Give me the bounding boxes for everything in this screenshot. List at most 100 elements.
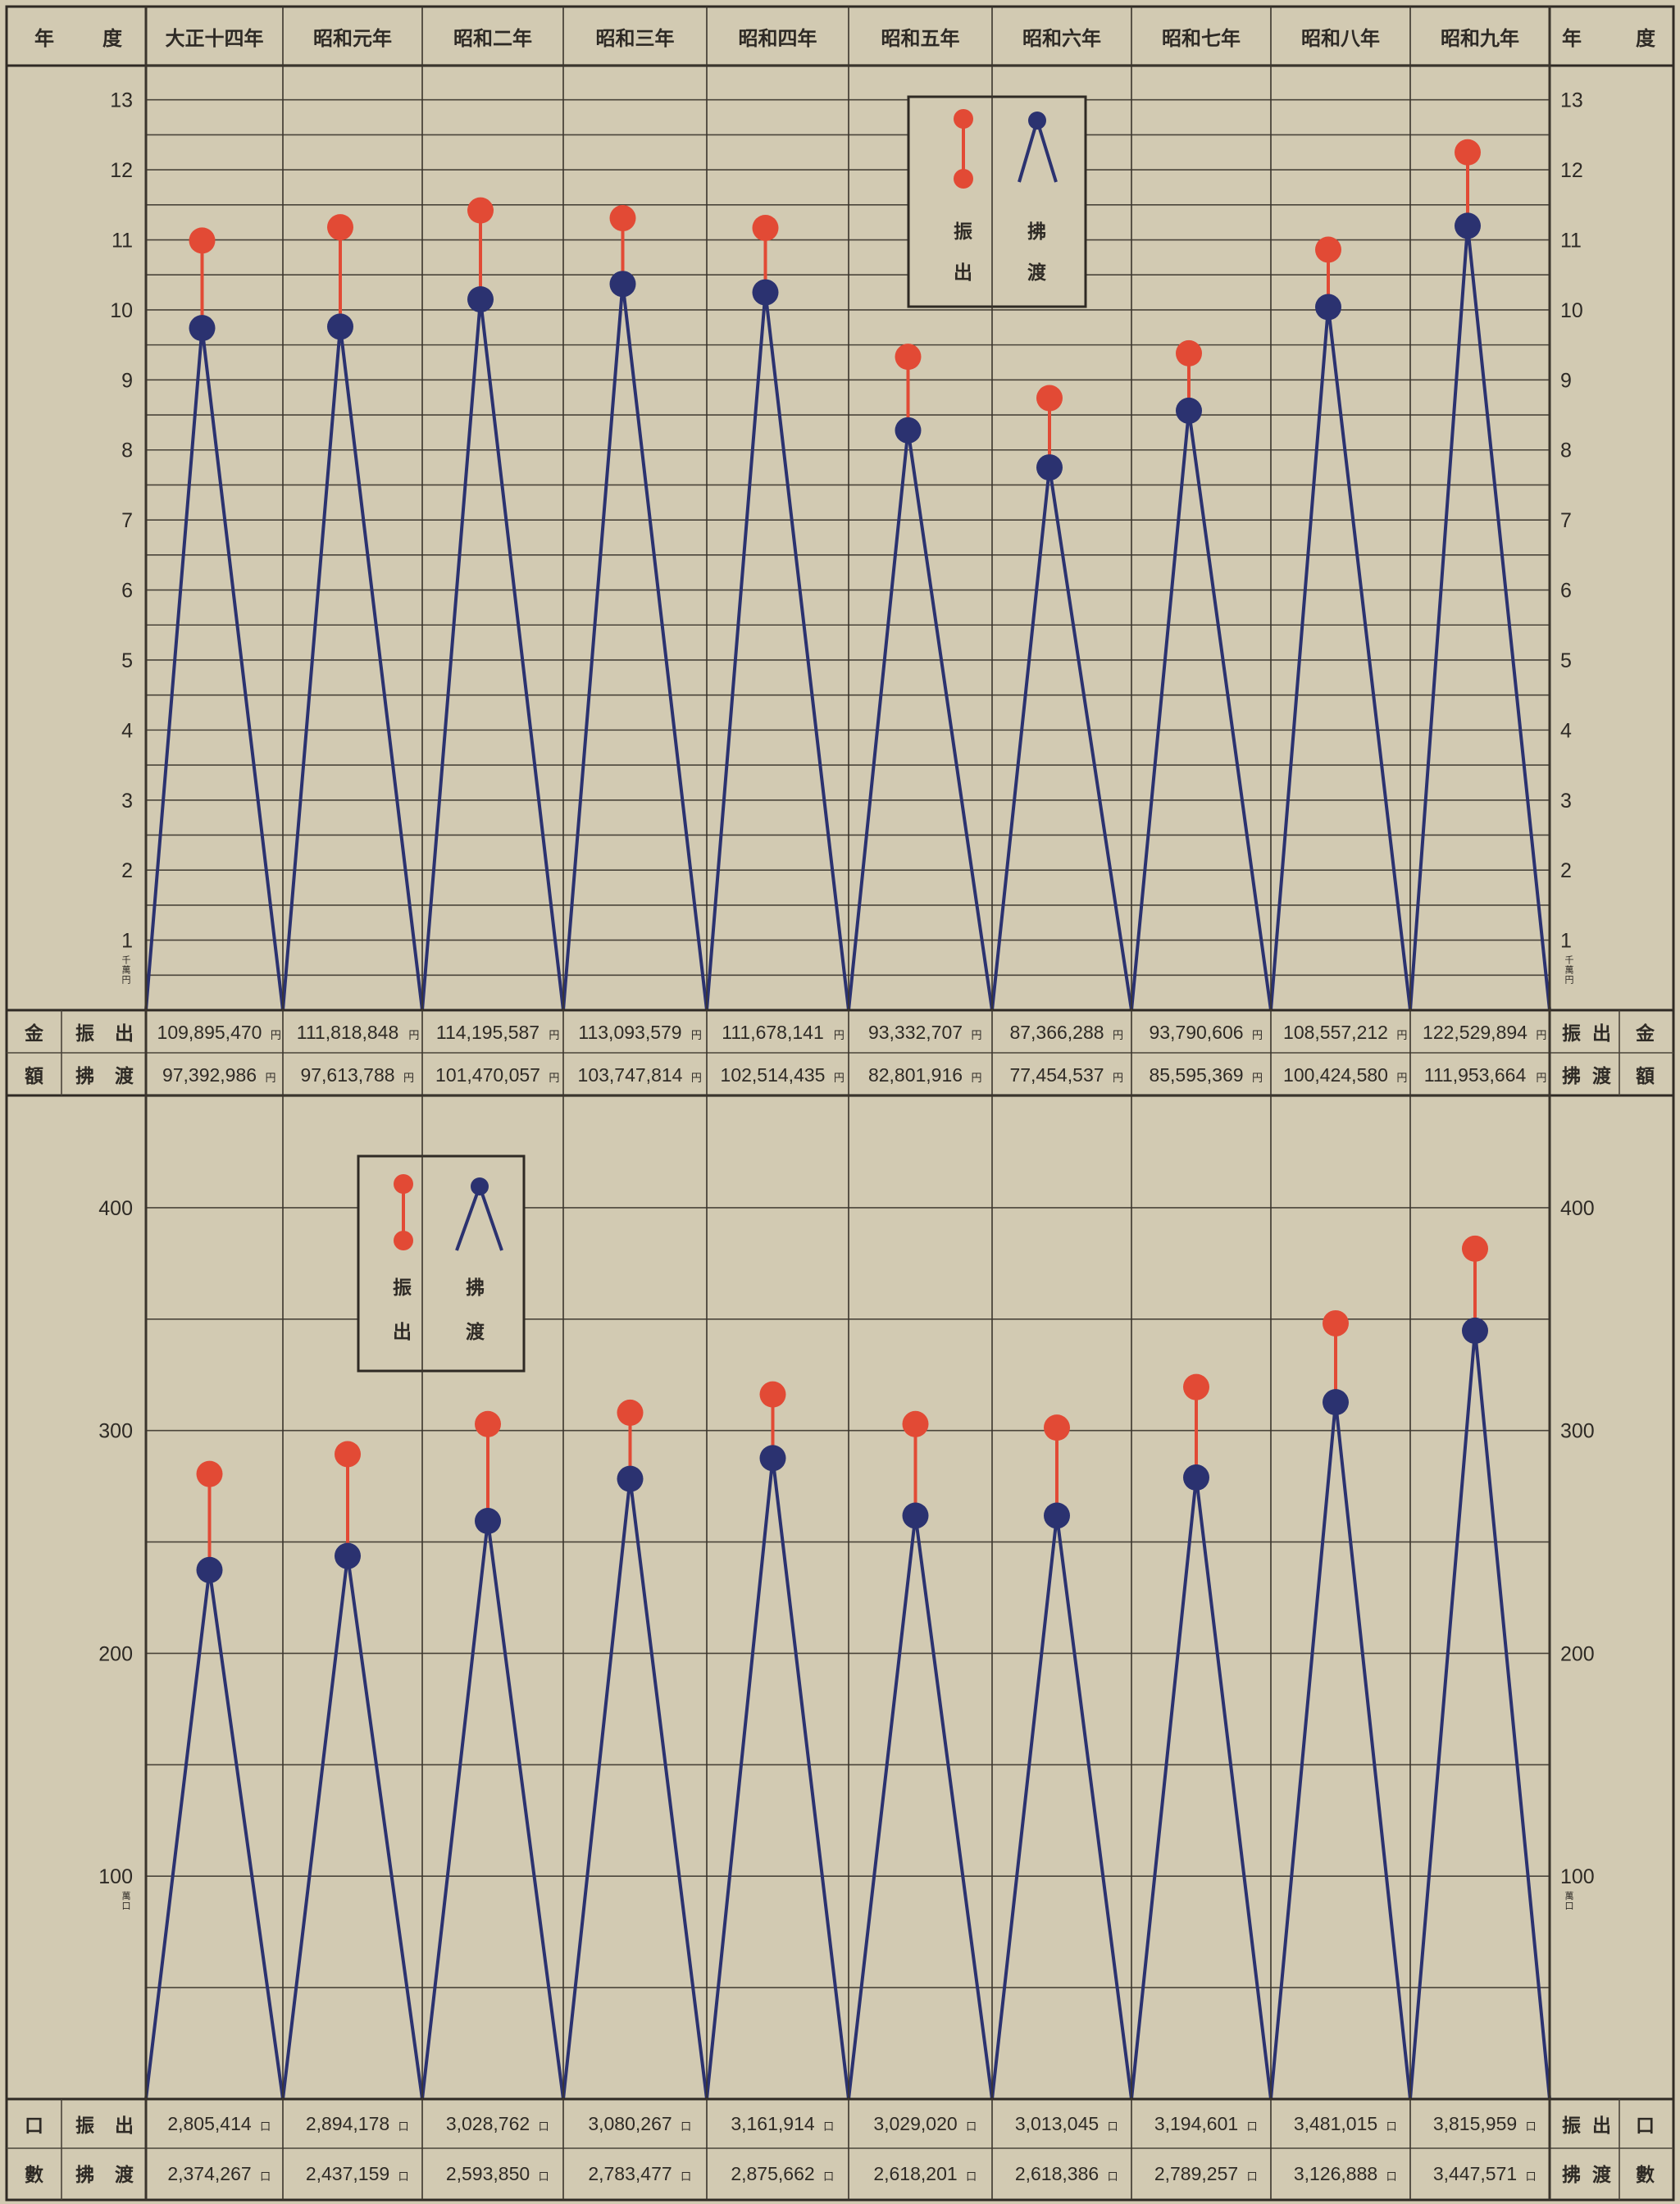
amount-row2-label-2: 渡: [115, 1065, 134, 1087]
y-unit-right: 口: [1565, 1901, 1574, 1911]
transfer-point-2: [467, 286, 494, 313]
y-tick-label-right: 8: [1560, 439, 1572, 462]
y-unit-left: 円: [122, 975, 131, 986]
amount-side-label-right-1: 金: [1635, 1022, 1655, 1045]
transfer-point-1: [335, 1542, 361, 1569]
year-header-7: 昭和七年: [1162, 26, 1241, 50]
header-right-label-1: 年: [1562, 26, 1582, 50]
year-header-9: 昭和九年: [1441, 26, 1519, 50]
payout-point-4: [752, 214, 779, 241]
year-header-4: 昭和四年: [739, 26, 817, 50]
y-tick-label-right: 200: [1560, 1642, 1595, 1665]
y-tick-label-right: 7: [1560, 509, 1572, 532]
y-tick-label-left: 4: [121, 719, 133, 742]
payout-point-7: [1183, 1373, 1209, 1400]
amount-cells-unit: 円: [834, 1030, 845, 1042]
count-row1-label-right-1: 振: [1562, 2115, 1581, 2137]
amount-cells-unit: 円: [972, 1072, 982, 1085]
y-tick-label-left: 2: [121, 859, 133, 882]
count-cells-row1-cell-9: 3,447,571: [1433, 2163, 1517, 2184]
transfer-point-2: [475, 1508, 501, 1535]
count-row2-label-2: 渡: [115, 2164, 134, 2186]
payout-point-4: [759, 1381, 786, 1408]
count-cells-row0-cell-3: 3,080,267: [588, 2113, 672, 2134]
transfer-point-9: [1462, 1317, 1488, 1344]
count-row2-label-right-1: 拂: [1562, 2164, 1581, 2186]
y-tick-label-right: 12: [1560, 159, 1583, 182]
transfer-point-0: [196, 1556, 223, 1583]
y-tick-label-left: 11: [112, 230, 133, 253]
legend-payout-label-2: 出: [954, 262, 972, 284]
amount-cells-unit: 円: [1113, 1072, 1123, 1085]
amount-cells-row1-cell-7: 85,595,369: [1149, 1064, 1243, 1086]
count-row2-label-1: 拂: [75, 2164, 94, 2186]
amount-cells-row1-cell-1: 97,613,788: [300, 1064, 394, 1086]
amount-cells-row1-cell-9: 111,953,664: [1424, 1064, 1527, 1086]
count-cells-row1-cell-6: 2,618,386: [1015, 2163, 1099, 2184]
count-cells-row0-cell-8: 3,481,015: [1294, 2113, 1377, 2134]
count-cells-row0-cell-2: 3,028,762: [446, 2113, 530, 2134]
y-tick-label-left: 5: [121, 649, 133, 672]
y-tick-label-left: 3: [121, 790, 133, 813]
count-cells-row0-cell-0: 2,805,414: [167, 2113, 252, 2134]
legend-transfer-label-1: 拂: [1027, 221, 1046, 243]
amount-cells-unit: 円: [1252, 1072, 1263, 1085]
count-cells-unit: 口: [1386, 2171, 1397, 2184]
payout-point-5: [902, 1410, 929, 1437]
year-header-1: 昭和元年: [313, 26, 392, 50]
y-tick-label-left: 300: [98, 1420, 133, 1443]
amount-cells-unit: 円: [403, 1072, 414, 1085]
payout-point-1: [335, 1441, 361, 1468]
transfer-point-1: [327, 313, 353, 340]
amount-cells-unit: 円: [271, 1030, 281, 1042]
y-tick-label-right: 13: [1560, 89, 1583, 112]
legend-transfer-dot: [1028, 112, 1046, 130]
y-tick-label-left: 8: [121, 439, 133, 462]
amount-row2-label-right-2: 渡: [1592, 1065, 1612, 1087]
year-header-6: 昭和六年: [1022, 26, 1101, 50]
transfer-point-5: [902, 1502, 929, 1529]
amount-chart-grid: [146, 64, 1550, 977]
payout-point-6: [1044, 1414, 1070, 1441]
legend-box-2: [357, 1154, 526, 1373]
amount-cells-row0-cell-5: 93,332,707: [868, 1022, 963, 1043]
payout-point-8: [1315, 236, 1341, 263]
count-cells-row1-cell-5: 2,618,201: [873, 2163, 957, 2184]
count-cells-unit: 口: [1108, 2171, 1118, 2184]
y-tick-label-left: 10: [110, 299, 133, 322]
y-tick-label-left: 400: [98, 1197, 133, 1220]
count-chart-marks: [144, 1235, 1551, 2100]
count-chart-axis: 100 100 200 200 300 300 400 400 萬 萬口 口: [98, 1197, 1594, 1911]
count-chart-legend: 振 出 拂 渡: [357, 1154, 526, 1373]
amount-cells-unit: 円: [691, 1072, 702, 1085]
transfer-point-8: [1315, 294, 1341, 321]
transfer-point-7: [1183, 1464, 1209, 1491]
y-tick-label-right: 100: [1560, 1865, 1595, 1888]
payout-point-3: [609, 205, 636, 232]
column-separators: [144, 7, 1551, 2200]
count-cells-unit: 口: [681, 2171, 691, 2184]
y-tick-label-left: 1: [121, 930, 133, 953]
count-row1-label-2: 出: [115, 2115, 134, 2137]
transfer-point-3: [609, 271, 636, 298]
count-cells-row1-cell-7: 2,789,257: [1154, 2163, 1238, 2184]
year-header-8: 昭和八年: [1301, 26, 1380, 50]
amount-row1-label-2: 出: [115, 1022, 134, 1045]
amount-side-label-2: 額: [24, 1065, 43, 1087]
y-tick-label-right: 6: [1560, 580, 1572, 603]
amount-cells-row1-cell-3: 103,747,814: [578, 1064, 683, 1086]
amount-cells-row1-cell-6: 77,454,537: [1009, 1064, 1104, 1086]
count-cells-row0-cell-6: 3,013,045: [1015, 2113, 1099, 2134]
amount-cells-row1-cell-8: 100,424,580: [1283, 1064, 1388, 1086]
payout-point-1: [327, 214, 353, 241]
legend-payout-dot-bottom: [954, 169, 973, 189]
y-unit-right: 円: [1565, 975, 1574, 986]
header-right-label-2: 度: [1636, 26, 1656, 50]
amount-side-label-right-2: 額: [1635, 1065, 1655, 1087]
count-cells-unit: 口: [966, 2121, 977, 2133]
count-row1-label-1: 振: [75, 2115, 94, 2137]
payout-point-5: [895, 344, 922, 371]
count-cells-row1-cell-2: 2,593,850: [446, 2163, 530, 2184]
count-cells-row1-cell-1: 2,437,159: [306, 2163, 389, 2184]
